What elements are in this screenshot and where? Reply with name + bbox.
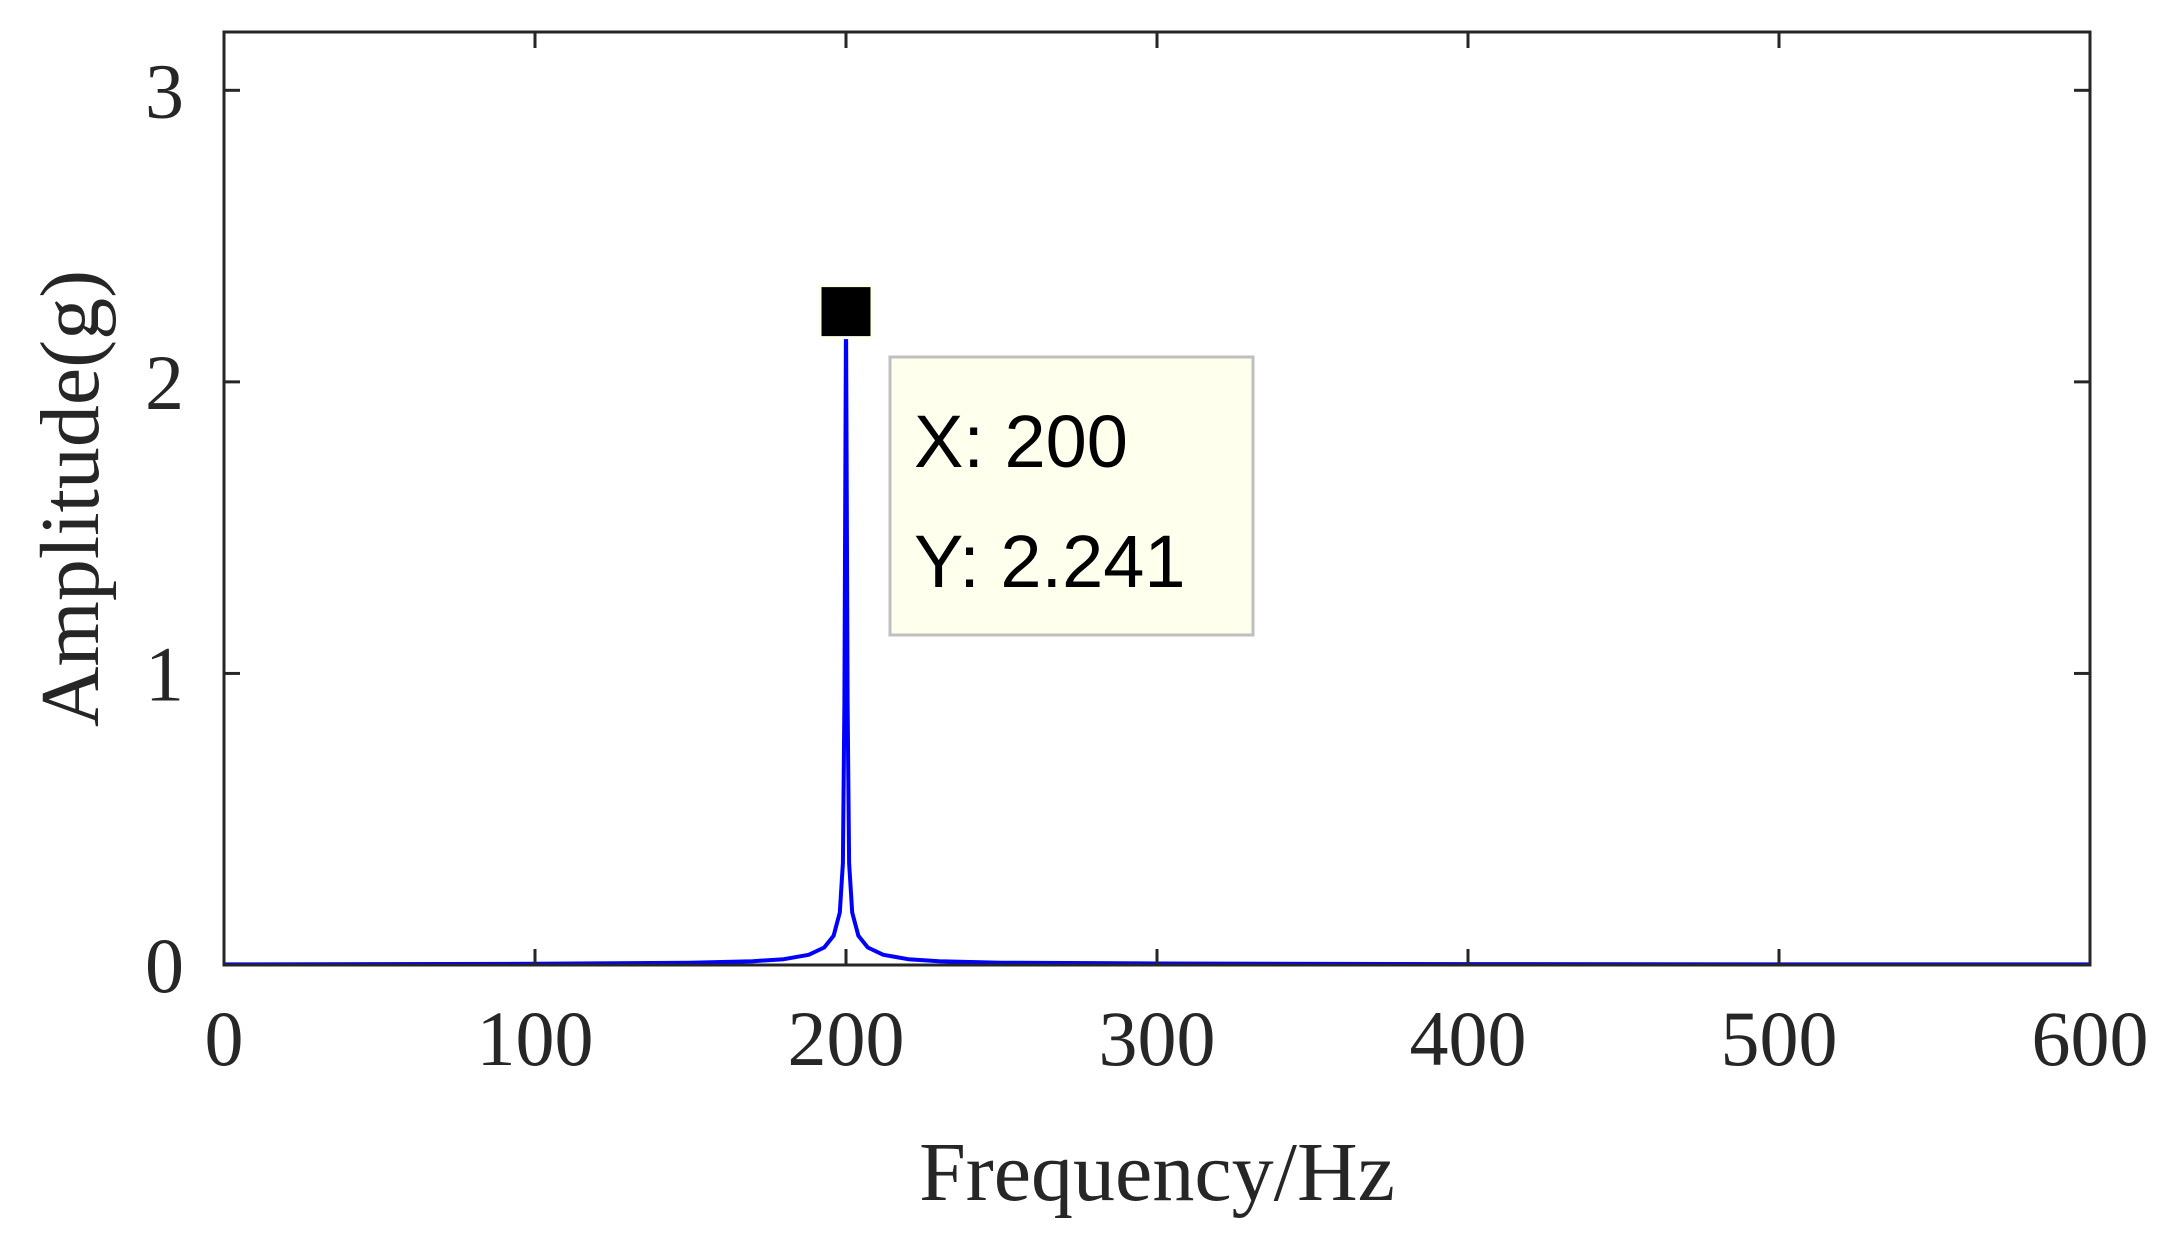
x-tick-label: 200 [788,995,905,1082]
series-layer [223,309,2090,967]
y-tick-label: 1 [145,630,184,717]
y-tick-label: 3 [145,47,184,134]
x-tick-label: 0 [205,995,244,1082]
x-tick-label: 500 [1721,995,1838,1082]
data-tip-marker[interactable] [818,284,874,340]
x-tick-label: 300 [1099,995,1216,1082]
x-tick-label: 400 [1410,995,1527,1082]
series-line-0 [223,309,2090,967]
x-axis-label: Frequency/Hz [919,1126,1395,1219]
x-tick-label: 100 [477,995,594,1082]
data-tip-box [888,355,1255,637]
ticks-layer [222,32,2092,967]
x-tick-label: 600 [2032,995,2149,1082]
y-tick-label: 2 [145,339,184,426]
data-tip[interactable]: X: 200 Y: 2.241 [818,284,1255,637]
data-tip-x-text: X: 200 [914,400,1128,483]
y-axis-label: Amplitude(g) [24,270,117,727]
y-tick-label: 0 [145,922,184,1009]
labels-layer: 0 100 200 300 400 500 600 0 1 2 3 [145,47,2149,1082]
data-tip-y-text: Y: 2.241 [914,520,1186,603]
